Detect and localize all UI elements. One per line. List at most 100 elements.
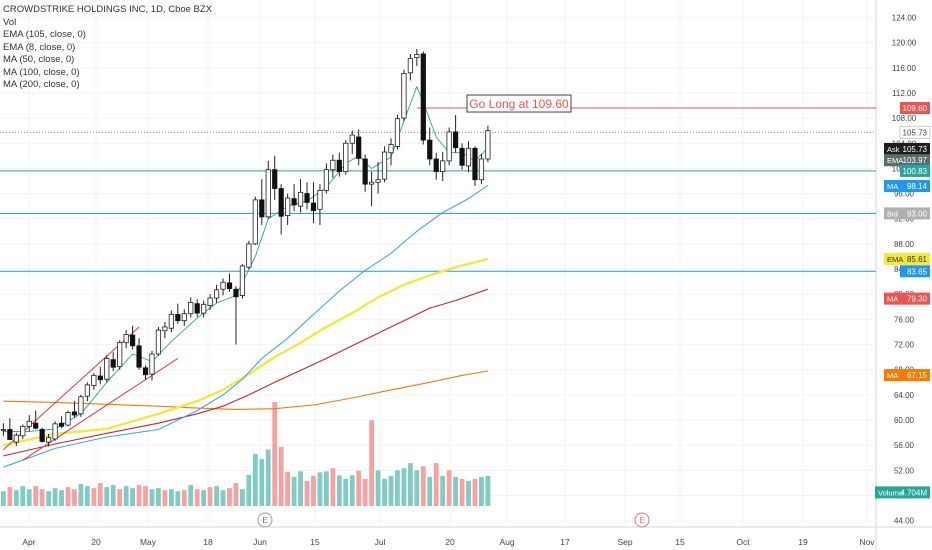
volume-bar [227,488,232,506]
candle-up [401,73,407,119]
candle-down [427,139,433,160]
price-tag [884,180,930,193]
earnings-label: E [639,516,644,525]
price-tag [900,102,930,115]
price-tag [900,265,930,278]
y-tick-label: 116.00 [892,64,916,73]
candle-up [407,57,413,74]
volume-bar [240,489,245,506]
x-tick-label: 18 [203,537,213,547]
volume-bar [84,486,90,506]
x-tick-label: Aug [499,537,514,547]
volume-bar [356,470,362,506]
candle-down [58,422,65,427]
candle-up [252,199,258,245]
volume-bar [369,420,375,506]
earnings-icon [634,512,650,528]
candle-down [33,422,39,429]
candle-down [39,429,45,442]
candle-up [349,134,355,144]
volume-bar [375,470,381,506]
x-tick-label: 19 [798,537,808,547]
candle-up [297,191,304,207]
price-tag-value: 100.83 [903,167,928,176]
candle-up [91,374,97,386]
earnings-label: E [262,516,267,525]
y-tick-label: 76.00 [894,315,915,324]
volume-bar [433,463,439,506]
candle-down [336,159,342,172]
price-tag [900,164,930,177]
candle-down [233,288,239,298]
candle-up [188,302,194,315]
volume-bar [479,476,484,506]
candle-up [26,420,32,427]
candle-up [317,190,323,210]
candle-up [46,437,52,443]
candle-up [239,265,246,296]
candle-up [369,181,375,185]
candle-up [168,313,174,329]
candle-up [78,396,84,415]
volume-bar [188,485,194,506]
volume-bar [420,466,426,506]
volume-bar [401,468,407,506]
volume-bar [39,489,45,506]
price-tag-value: 98.14 [907,182,928,191]
long-annotation[interactable]: Go Long at 109.60 [466,94,572,113]
y-tick-label: 112.00 [892,89,916,98]
price-tag-value: 105.73 [903,145,928,154]
candle-up [381,151,388,180]
ma200-line [3,370,488,410]
price-tag [884,154,930,167]
y-tick-label: 44.00 [894,517,915,526]
price-tag-label: Bid [887,209,898,218]
volume-bar [52,488,58,506]
volume-bar [272,401,278,506]
volume-bar [330,468,336,506]
legend-ma50: MA (50, close, 0) [3,54,75,65]
candle-up [162,326,168,332]
earnings-icon [257,512,273,528]
candle-up [220,281,226,290]
indicator-lines [3,86,489,468]
volume-bar [285,471,291,506]
x-tick-label: May [140,537,157,547]
x-tick-label: Jun [253,537,267,547]
candle-down [226,282,233,289]
volume-bars [1,401,491,506]
candle-up [465,147,472,167]
volume-bar [265,449,271,506]
price-tag [884,142,930,155]
volume-bar [149,489,155,506]
volume-bar [26,489,32,506]
x-tick-label: Nov [859,537,875,547]
candle-up [246,243,252,268]
price-tag [875,486,930,499]
price-tag-value: 67.15 [907,371,928,380]
candle-up [485,130,491,160]
volume-bar [156,488,161,506]
volume-bar [459,478,465,506]
price-tag-label: MA [887,295,898,304]
x-tick-label: Jul [375,537,386,547]
volume-bar [472,478,478,506]
volume-bar [317,472,323,506]
legend: CROWDSTRIKE HOLDINGS INC, 1D, Cboe BZX V… [3,4,212,92]
volume-bar [194,489,200,506]
volume-bar [13,490,19,506]
volume-bar [214,486,219,506]
volume-bar [162,490,168,506]
time-axis[interactable]: Apr 20 May 18 Jun 15 Jul 20 Aug 17 Sep 15 Oct 19 Nov [22,537,875,547]
price-tag-value: 85.61 [907,255,928,264]
candle-up [323,169,330,191]
volume-bar [1,491,6,506]
volume-bar [97,483,103,506]
candle-up [201,303,207,314]
ma50-line [3,184,489,468]
candles [0,48,491,447]
y-tick-label: 64.00 [894,391,915,400]
